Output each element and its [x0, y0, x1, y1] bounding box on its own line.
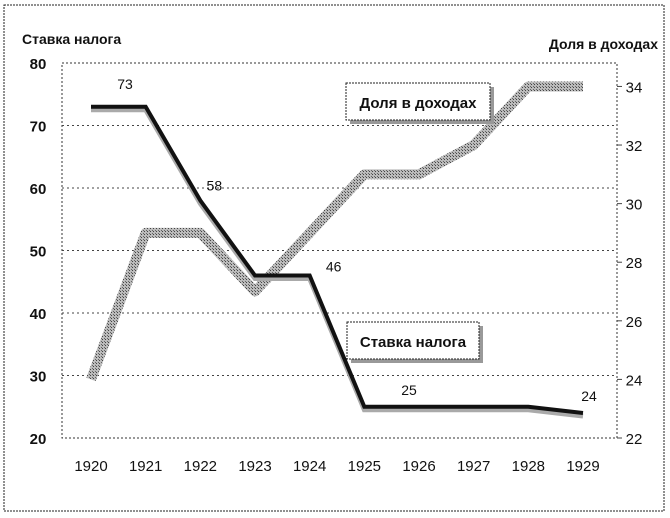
x-tick-label: 1929 [566, 458, 599, 475]
data-label: 46 [326, 259, 342, 275]
x-tick-label: 1923 [238, 458, 271, 475]
legend-box-tax: Ставка налога [346, 321, 483, 363]
x-tick-label: 1925 [348, 458, 381, 475]
data-label: 24 [581, 388, 597, 404]
x-tick-label: 1924 [293, 458, 326, 475]
right-tick-label: 30 [626, 197, 643, 214]
right-tick-label: 32 [626, 138, 643, 155]
right-axis-title: Доля в доходах [549, 36, 658, 52]
legend-box-share: Доля в доходах [345, 82, 494, 124]
legend-label-share: Доля в доходах [360, 95, 478, 112]
x-tick-label: 1927 [457, 458, 490, 475]
left-tick-label: 80 [30, 56, 47, 73]
data-label: 58 [207, 178, 223, 194]
x-tick-label: 1922 [184, 458, 217, 475]
right-tick-label: 28 [626, 255, 643, 272]
x-tick-label: 1926 [402, 458, 435, 475]
left-tick-label: 70 [30, 119, 47, 136]
legend-label-tax: Ставка налога [360, 334, 467, 351]
series-line-tax [91, 104, 584, 415]
right-tick-label: 26 [626, 314, 643, 331]
left-tick-label: 40 [30, 306, 47, 323]
series-line-share [86, 81, 583, 382]
left-tick-label: 30 [30, 369, 47, 386]
x-tick-label: 1920 [74, 458, 107, 475]
left-tick-label: 60 [30, 181, 47, 198]
x-tick-label: 1928 [512, 458, 545, 475]
right-tick-label: 24 [626, 372, 643, 389]
chart-frame [3, 4, 665, 512]
left-tick-label: 20 [30, 431, 47, 448]
left-axis-title: Ставка налога [22, 31, 121, 47]
x-tick-label: 1921 [129, 458, 162, 475]
right-tick-label: 34 [626, 79, 643, 96]
right-tick-label: 22 [626, 431, 643, 448]
data-label: 25 [401, 382, 417, 398]
left-tick-label: 50 [30, 244, 47, 261]
data-label: 73 [117, 76, 133, 92]
